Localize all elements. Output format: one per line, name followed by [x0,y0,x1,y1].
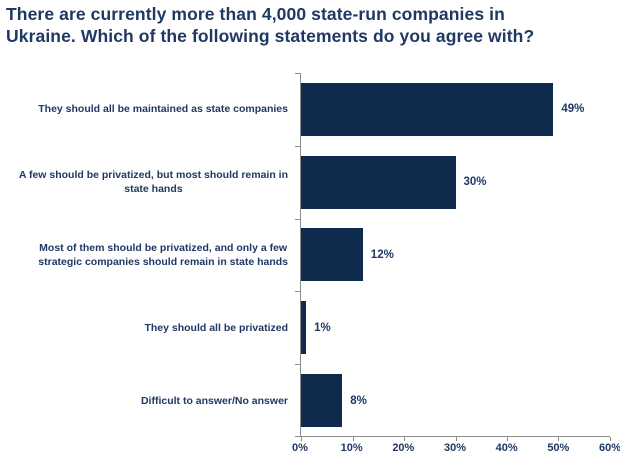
x-tick-label: 10% [340,442,363,454]
y-axis-tick [295,73,301,74]
y-axis-tick [295,291,301,293]
category-cell: They should all be privatized [0,291,288,364]
category-cell: Difficult to answer/No answer [0,364,288,437]
bar-difficult-to-answer [301,374,343,428]
bar-maintained-as-state [301,82,554,136]
category-label: They should all be privatized [144,321,288,334]
value-label: 49% [561,103,585,116]
x-axis-tick [403,437,405,441]
value-label: 1% [314,321,331,334]
x-axis-tick [352,437,354,441]
bar-row: 30% [301,146,610,219]
x-tick-label: 50% [547,442,570,454]
bar-row: 49% [301,73,610,146]
bar-few-privatized [301,155,456,209]
category-label: Difficult to answer/No answer [140,394,288,407]
value-label: 30% [463,176,487,189]
x-axis-tick [507,437,508,441]
value-label: 8% [350,394,367,407]
x-axis-tick [455,437,457,441]
y-axis-tick [295,145,301,147]
bar-row: 12% [301,219,610,292]
chart-area: They should all be maintained as state c… [0,73,620,441]
bar-row: 1% [301,291,610,364]
category-label: They should all be maintained as state c… [38,103,288,116]
bar-row: 8% [301,364,610,437]
category-cell: They should all be maintained as state c… [0,73,288,146]
y-axis-tick [295,364,301,366]
y-axis-tick [295,218,301,220]
x-axis-tick [301,437,302,441]
value-label: 12% [370,248,394,261]
x-tick-label: 20% [392,442,415,454]
x-tick-label: 30% [443,442,467,454]
bar-most-privatized [301,228,363,282]
x-tick-label: 0% [292,442,308,454]
category-label: Most of them should be privatized, and o… [38,241,288,268]
category-cell: A few should be privatized, but most sho… [0,146,288,219]
chart-title: There are currently more than 4,000 stat… [6,4,535,46]
plot-area: 49% 30% 12% 1% 8% [295,73,611,441]
x-axis-tick [558,437,560,441]
category-label: A few should be privatized, but most sho… [18,169,288,196]
category-axis-labels: They should all be maintained as state c… [0,73,288,437]
y-axis-tick [295,436,301,437]
x-tick-label: 40% [495,442,518,454]
category-cell: Most of them should be privatized, and o… [0,219,288,292]
x-axis-tick-labels: 0% 10% 20% 30% 40% 50% 60% [292,442,620,456]
x-axis-tick [610,437,611,441]
bar-all-privatized [301,301,307,355]
x-tick-label: 60% [598,442,620,454]
